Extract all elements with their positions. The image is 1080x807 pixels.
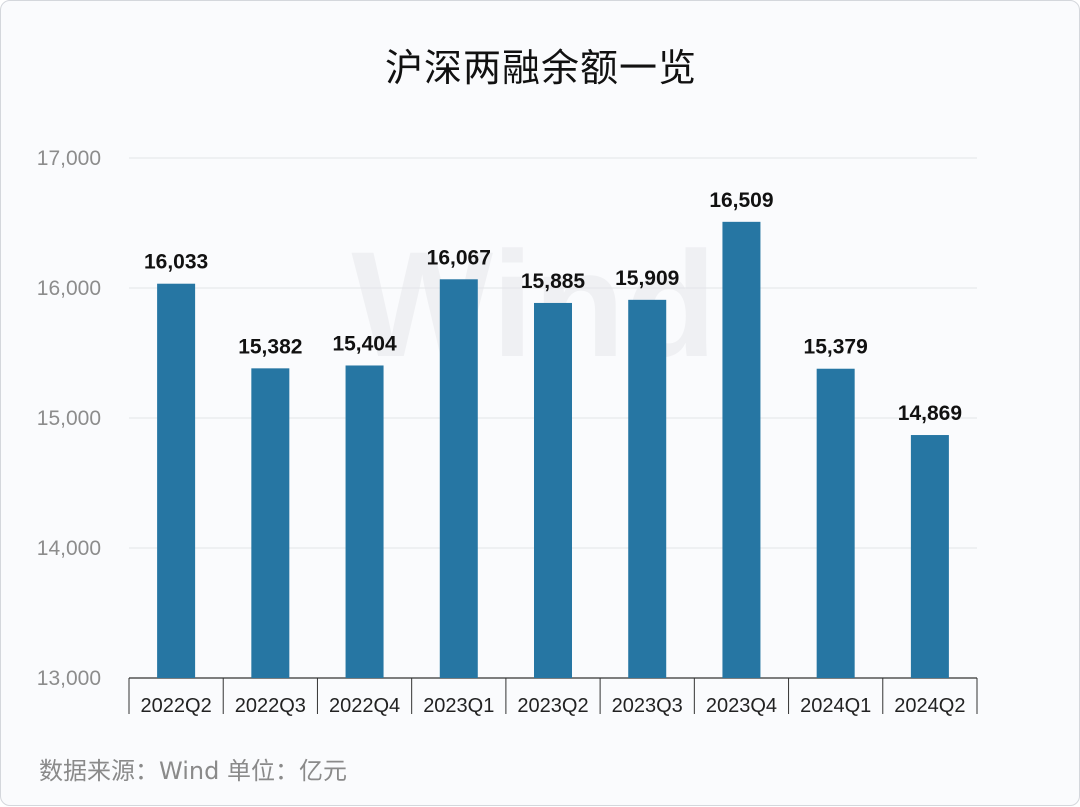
y-tick-label: 15,000 — [37, 407, 101, 430]
bar-value-label: 15,885 — [521, 270, 586, 293]
bar-value-label: 15,382 — [238, 335, 302, 358]
x-tick-label: 2022Q2 — [141, 695, 212, 717]
x-tick-label: 2024Q2 — [894, 695, 965, 717]
x-tick-label: 2022Q3 — [235, 695, 306, 717]
chart-title: 沪深两融余额一览 — [384, 46, 697, 90]
x-tick-label: 2022Q4 — [329, 695, 400, 717]
bar — [910, 435, 949, 678]
x-tick-label: 2023Q3 — [612, 695, 683, 717]
y-tick-label: 13,000 — [37, 667, 101, 690]
bar-value-label: 15,379 — [804, 336, 868, 359]
bar-value-label: 16,509 — [709, 189, 773, 212]
bar — [722, 221, 761, 678]
bar — [157, 283, 196, 678]
bar — [439, 279, 478, 678]
bar-value-label: 16,033 — [144, 251, 208, 274]
x-tick-label: 2023Q2 — [517, 695, 588, 717]
bar — [534, 302, 572, 678]
x-tick-label: 2023Q1 — [423, 695, 494, 717]
bar-value-label: 14,869 — [898, 402, 962, 425]
bar-value-label: 16,067 — [427, 246, 491, 269]
y-tick-label: 14,000 — [37, 537, 101, 560]
bar-value-label: 15,404 — [332, 332, 397, 355]
bar — [251, 368, 290, 678]
source-note: 数据来源：Wind 单位：亿元 — [39, 757, 347, 785]
x-tick-label: 2023Q4 — [706, 695, 777, 717]
bar — [628, 299, 667, 678]
bar — [345, 365, 384, 678]
bar — [816, 368, 855, 678]
y-tick-label: 16,000 — [37, 277, 101, 300]
y-tick-label: 17,000 — [37, 147, 101, 170]
x-tick-label: 2024Q1 — [800, 695, 871, 717]
bar-value-label: 15,909 — [615, 267, 679, 290]
